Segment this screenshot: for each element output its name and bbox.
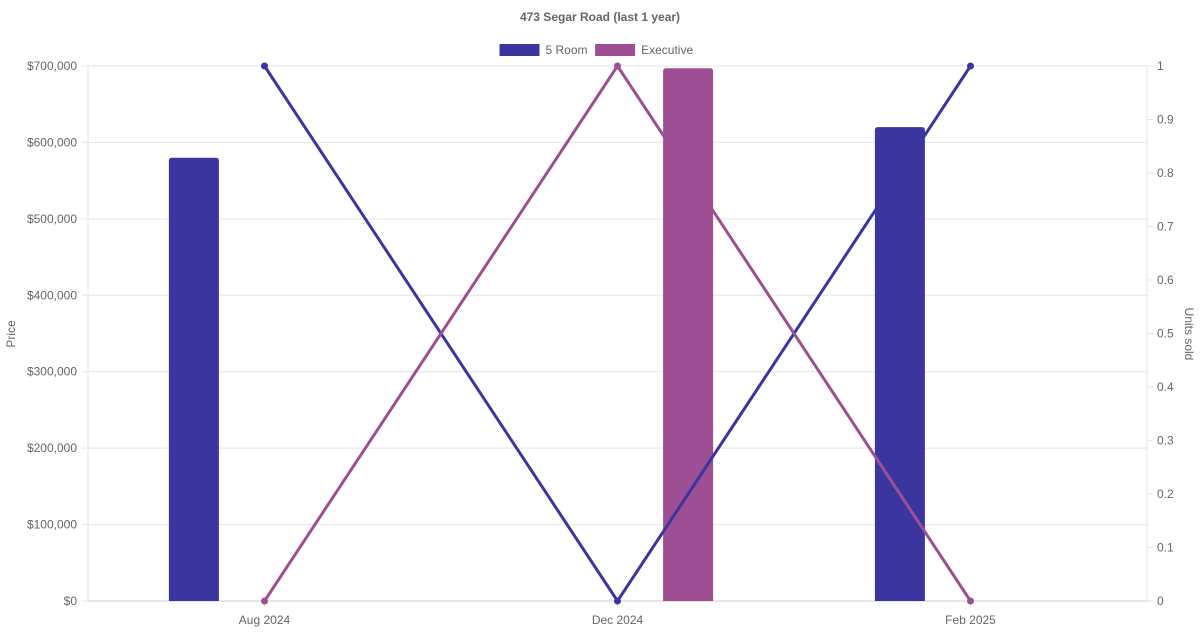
grid-lines <box>82 65 1148 602</box>
y-left-tick-label: $600,000 <box>27 135 77 149</box>
y-right-tick-label: 1 <box>1157 59 1164 73</box>
legend-label: 5 Room <box>546 43 588 57</box>
y-right-tick-label: 0.6 <box>1157 273 1174 287</box>
y-left-ticks: $0 $100,000 $200,000 $300,000 $400,000 $500,0… <box>27 59 77 608</box>
line-point <box>261 597 268 605</box>
legend-swatch <box>595 44 636 56</box>
y-left-tick-label: $700,000 <box>27 59 77 73</box>
y-right-tick-label: 0.9 <box>1157 113 1174 127</box>
y-left-tick-label: $100,000 <box>27 518 77 532</box>
y-left-tick-label: $500,000 <box>27 212 77 226</box>
legend: 5 Room Executive <box>499 43 693 57</box>
series-line <box>263 64 972 602</box>
x-tick-label: Dec 2024 <box>592 613 644 627</box>
bars <box>168 68 925 602</box>
bar <box>168 157 219 601</box>
y-right-ticks: 0 0.1 0.2 0.3 0.4 0.5 0.6 0.7 0.8 0.9 1 <box>1147 59 1174 608</box>
y-right-axis-label: Units sold <box>1182 308 1196 361</box>
line-point <box>967 597 974 605</box>
lines <box>261 62 974 605</box>
y-left-axis-label: Price <box>4 320 18 348</box>
x-tick-label: Feb 2025 <box>945 613 996 627</box>
series-line <box>263 65 972 603</box>
bar <box>663 68 714 602</box>
line-point <box>614 597 621 605</box>
y-right-tick-label: 0.3 <box>1157 434 1174 448</box>
line-point <box>967 62 974 70</box>
y-right-tick-label: 0 <box>1157 594 1164 608</box>
y-right-tick-label: 0.8 <box>1157 166 1174 180</box>
y-right-tick-label: 0.2 <box>1157 487 1174 501</box>
legend-label: Executive <box>641 43 693 57</box>
x-tick-label: Aug 2024 <box>239 613 291 627</box>
y-left-tick-label: $0 <box>64 594 78 608</box>
y-right-tick-label: 0.4 <box>1157 380 1174 394</box>
y-left-tick-label: $400,000 <box>27 288 77 302</box>
legend-swatch <box>499 44 540 56</box>
line-point <box>261 62 268 70</box>
y-right-tick-label: 0.1 <box>1157 541 1174 555</box>
line-point <box>614 62 621 70</box>
chart-title: 473 Segar Road (last 1 year) <box>520 10 680 24</box>
y-left-tick-label: $200,000 <box>27 441 77 455</box>
y-left-tick-label: $300,000 <box>27 365 77 379</box>
y-right-tick-label: 0.5 <box>1157 327 1174 341</box>
x-axis-ticks: Aug 2024 Dec 2024 Feb 2025 <box>239 601 996 627</box>
bar <box>874 127 925 602</box>
y-right-tick-label: 0.7 <box>1157 220 1174 234</box>
